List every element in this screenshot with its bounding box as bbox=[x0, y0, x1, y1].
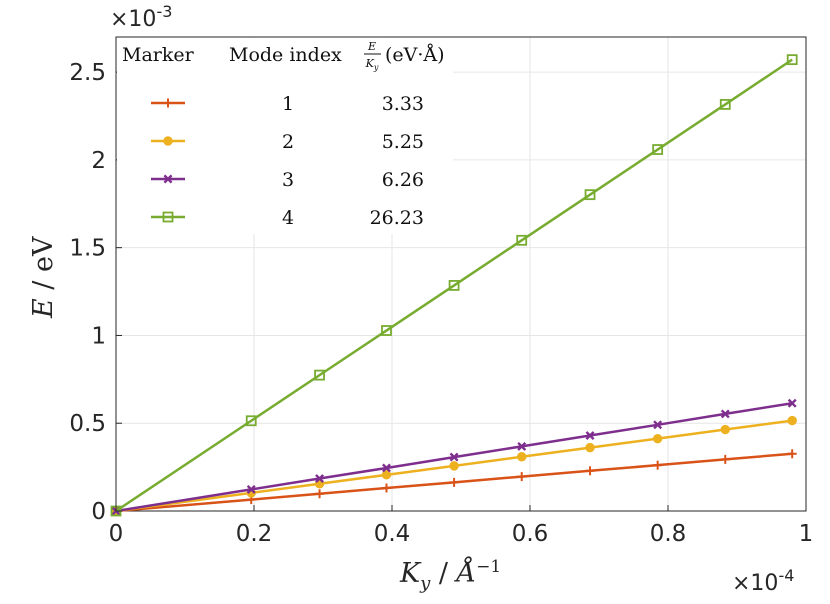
data-point bbox=[246, 484, 256, 494]
legend-mode-index: 1 bbox=[282, 93, 294, 115]
x-multiplier: ×10-4 bbox=[732, 566, 794, 596]
legend-row-mode-3: 3 6.26 bbox=[151, 169, 424, 191]
legend-mode-index: 4 bbox=[282, 207, 294, 229]
data-point bbox=[448, 280, 460, 291]
legend-row-mode-1: 1 3.33 bbox=[151, 93, 424, 115]
x-tick-label: 0.8 bbox=[650, 521, 687, 547]
data-point bbox=[315, 489, 325, 499]
data-point bbox=[719, 99, 731, 110]
series-line-mode-1 bbox=[115, 452, 793, 513]
legend-box bbox=[117, 38, 453, 234]
data-point bbox=[382, 463, 391, 473]
legend-ratio-value: 26.23 bbox=[370, 207, 424, 229]
data-point bbox=[516, 234, 528, 246]
y-tick-label: 0 bbox=[91, 499, 106, 525]
data-point bbox=[517, 472, 527, 482]
data-point bbox=[584, 189, 596, 201]
x-tick-label: 1 bbox=[799, 521, 814, 547]
data-point bbox=[787, 398, 797, 408]
series-mode-2 bbox=[111, 415, 797, 516]
legend-ratio-value: 3.33 bbox=[382, 93, 424, 115]
x-tick-label: 0.4 bbox=[374, 521, 411, 547]
data-point bbox=[449, 461, 459, 471]
data-point bbox=[653, 420, 663, 430]
legend-row-mode-2: 2 5.25 bbox=[151, 131, 424, 153]
y-tick-label: 2 bbox=[91, 148, 106, 174]
data-point bbox=[786, 54, 798, 66]
data-point bbox=[517, 441, 527, 451]
legend-mode-index: 2 bbox=[282, 131, 294, 153]
y-multiplier: ×10-3 bbox=[110, 2, 172, 32]
data-point bbox=[653, 460, 663, 470]
data-point bbox=[245, 415, 257, 427]
x-tick-label: 0.2 bbox=[236, 521, 273, 547]
data-point bbox=[449, 477, 459, 487]
svg-text:E: E bbox=[367, 40, 376, 53]
data-point bbox=[315, 474, 324, 483]
y-tick-label: 2.5 bbox=[69, 60, 106, 86]
series-mode-1 bbox=[111, 449, 797, 516]
series-line-mode-3 bbox=[115, 401, 793, 513]
ticks: 0 0.2 0.4 0.6 0.8 1 0 0.5 1 1.5 2 2.5 bbox=[69, 60, 813, 547]
svg-text:(eV·Å): (eV·Å) bbox=[385, 44, 445, 66]
data-point bbox=[787, 415, 797, 426]
series-line-mode-4 bbox=[115, 58, 793, 513]
y-tick-label: 1 bbox=[91, 323, 106, 349]
data-point bbox=[585, 442, 595, 453]
axes-box bbox=[115, 36, 807, 512]
legend-row-mode-4: 4 26.23 bbox=[151, 207, 424, 229]
y-tick-label: 1.5 bbox=[69, 236, 106, 262]
legend-header-marker: Marker bbox=[122, 44, 195, 66]
series-line-mode-2 bbox=[115, 419, 793, 513]
legend: Marker Mode index E Ky (eV·Å) 1 3.332 5.25… bbox=[117, 38, 453, 234]
data-point bbox=[585, 431, 595, 440]
data-point bbox=[720, 424, 730, 435]
x-axis-label: Ky / Å−1 bbox=[399, 556, 501, 594]
legend-swatch-marker bbox=[162, 211, 174, 223]
data-point bbox=[381, 483, 391, 493]
legend-ratio-value: 5.25 bbox=[382, 131, 424, 153]
x-tick-label: 0.6 bbox=[512, 521, 549, 547]
data-point bbox=[314, 369, 325, 381]
data-point bbox=[720, 409, 730, 419]
data-point bbox=[720, 454, 730, 464]
legend-swatch-marker bbox=[163, 136, 173, 146]
legend-header-mode: Mode index bbox=[229, 44, 342, 66]
x-tick-label: 0 bbox=[109, 521, 124, 547]
series-mode-4 bbox=[110, 54, 798, 517]
y-axis-label: E / eV bbox=[28, 236, 59, 319]
legend-swatch-marker bbox=[163, 98, 173, 108]
data-point bbox=[381, 325, 392, 336]
data-point bbox=[381, 470, 392, 480]
legend-mode-index: 3 bbox=[282, 169, 294, 191]
series-layer bbox=[110, 54, 798, 517]
data-point bbox=[652, 433, 663, 444]
y-tick-label: 0.5 bbox=[69, 411, 106, 437]
data-point bbox=[652, 144, 664, 155]
legend-ratio-value: 6.26 bbox=[382, 169, 424, 191]
data-point bbox=[585, 466, 595, 476]
data-point bbox=[787, 449, 797, 459]
data-point bbox=[449, 452, 459, 462]
data-point bbox=[517, 452, 527, 462]
legend-swatch-marker bbox=[163, 174, 173, 184]
